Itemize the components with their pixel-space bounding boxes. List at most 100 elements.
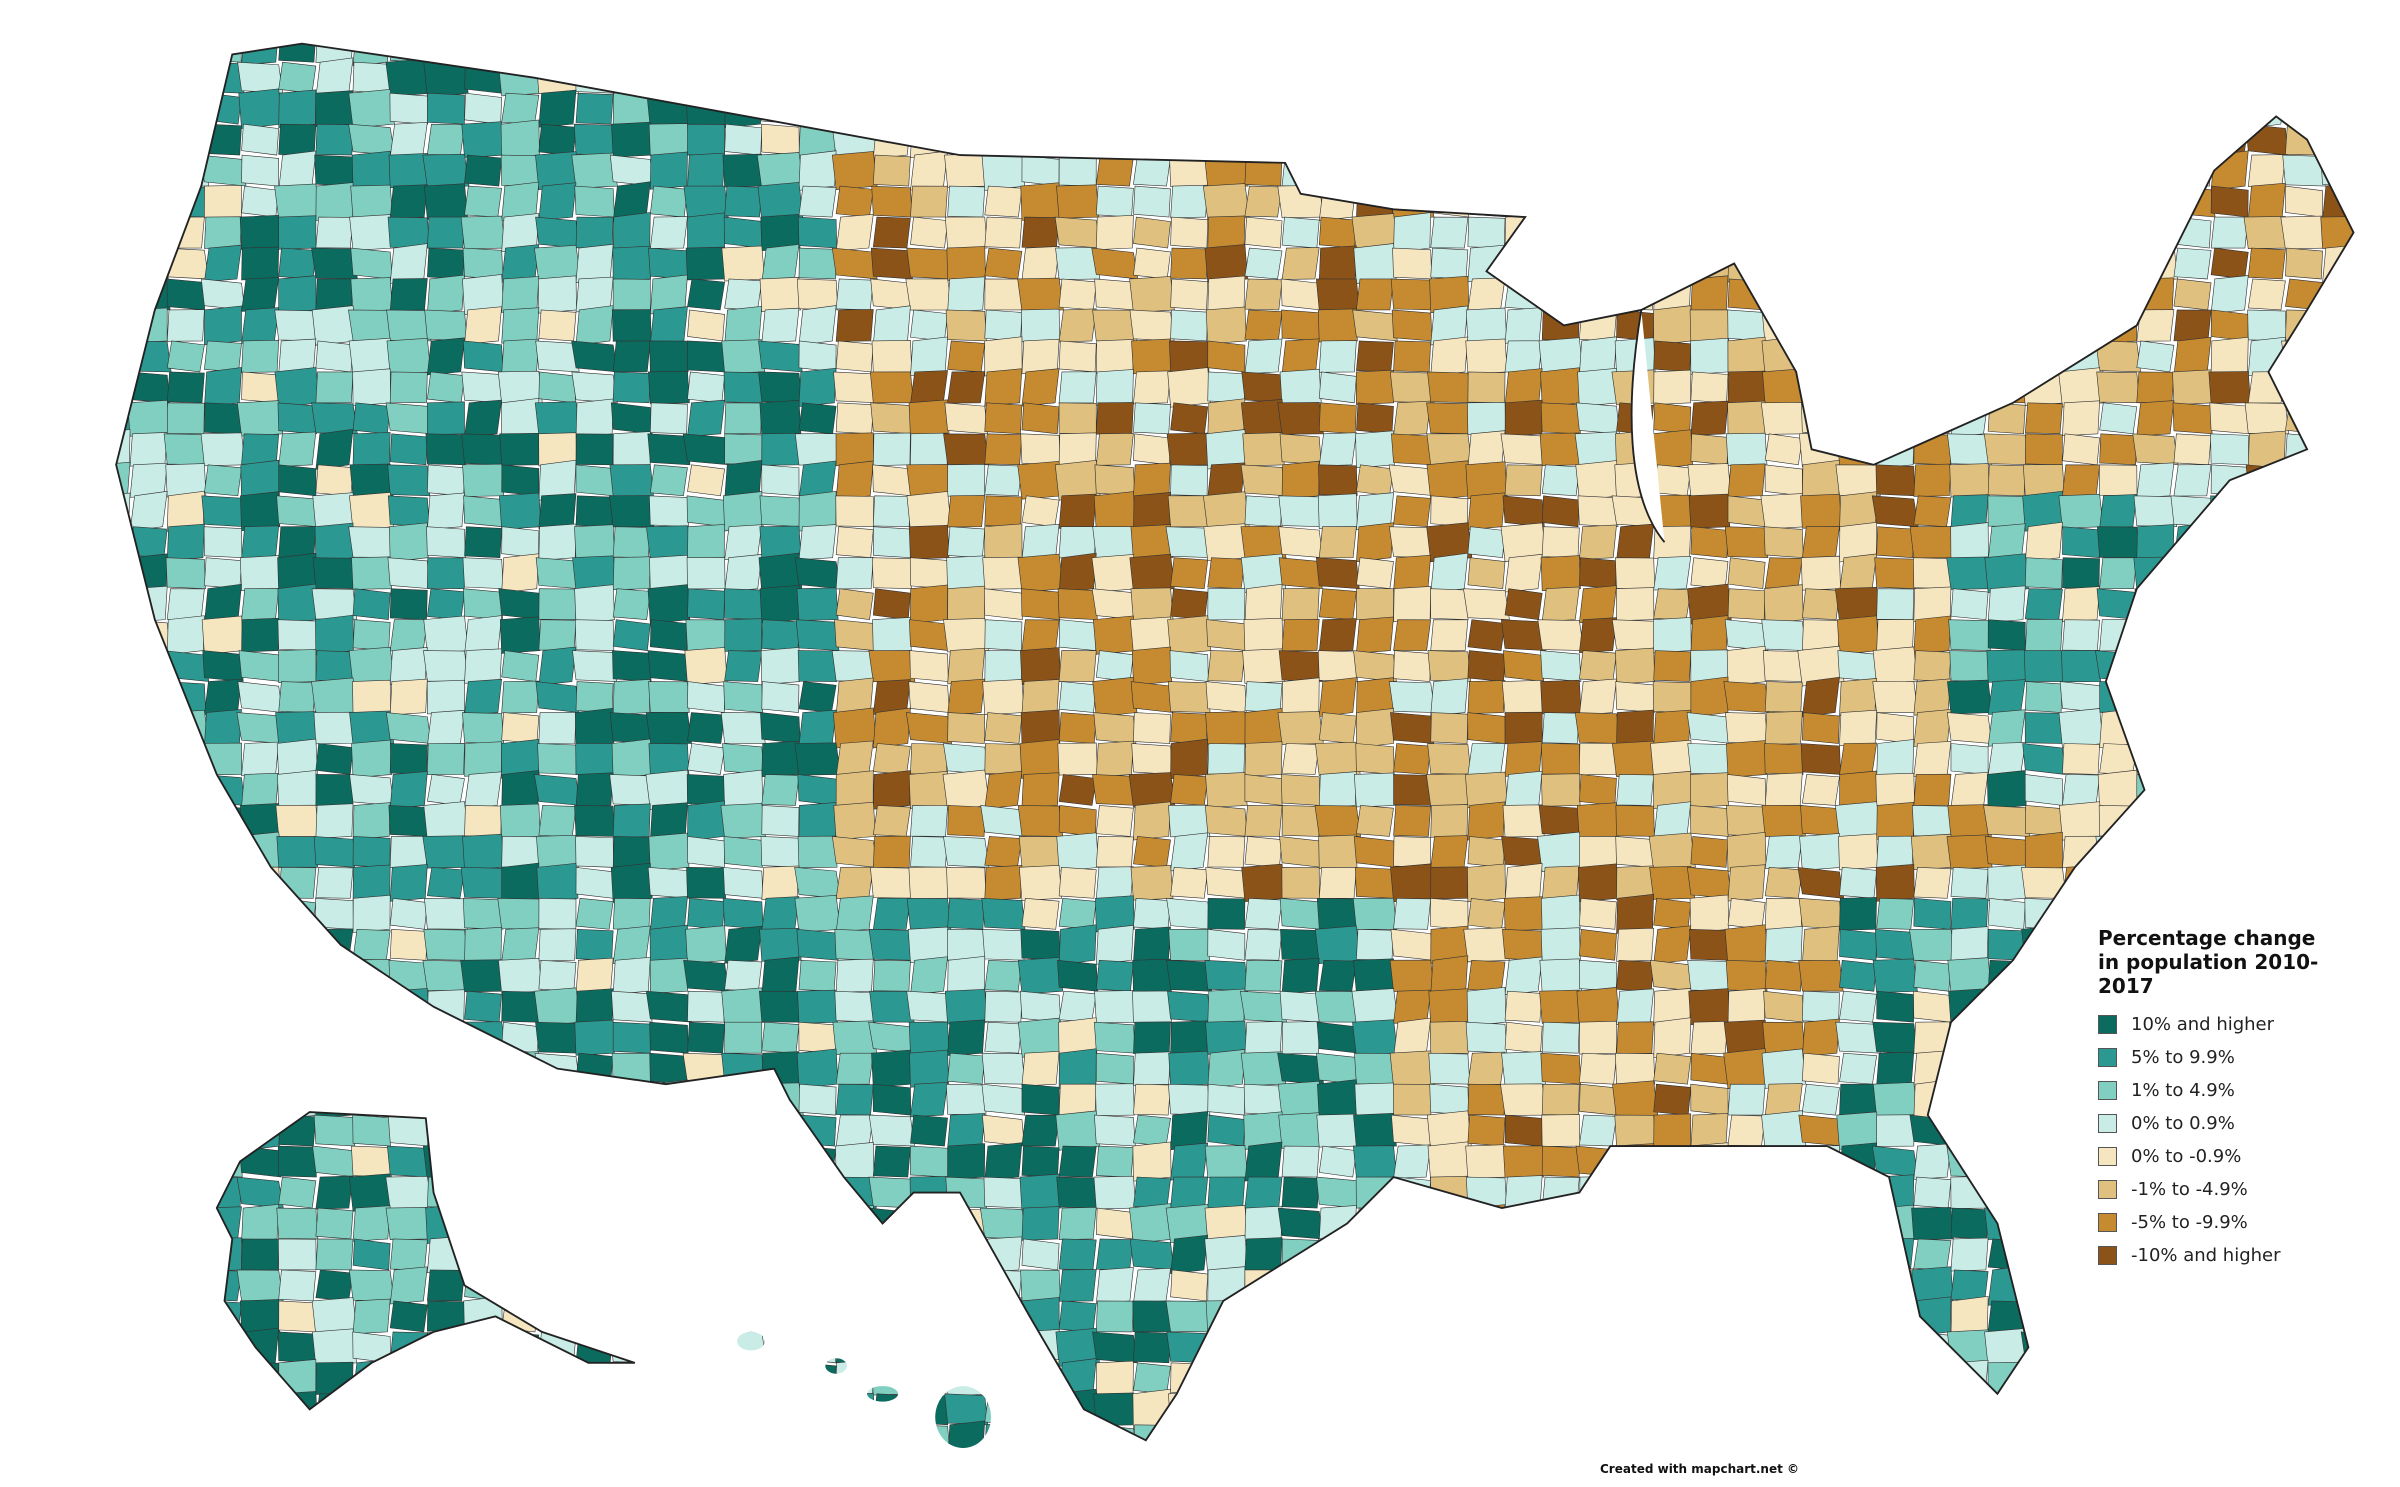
county: [462, 833, 504, 870]
county: [1467, 216, 1506, 249]
county: [166, 774, 205, 806]
county: [2360, 681, 2397, 712]
county: [240, 491, 281, 532]
county: [794, 433, 841, 466]
county: [1653, 1175, 1692, 1210]
county: [1170, 712, 1209, 744]
county: [427, 557, 465, 589]
county: [612, 588, 651, 620]
county: [648, 832, 690, 872]
county: [1653, 369, 1692, 406]
county: [1504, 741, 1543, 777]
county: [1281, 43, 1320, 63]
county: [2282, 677, 2326, 717]
county: [166, 278, 205, 311]
county: [535, 340, 580, 373]
county: [1207, 743, 1246, 775]
county: [1017, 553, 1064, 593]
county: [1950, 398, 1989, 438]
county: [1240, 464, 1287, 497]
county: [1987, 340, 2026, 373]
county: [1579, 585, 1617, 624]
county: [910, 956, 948, 996]
county: [1467, 277, 1506, 312]
county: [1279, 1421, 1323, 1449]
county: [910, 1266, 948, 1305]
county: [116, 557, 131, 589]
county: [2282, 1420, 2326, 1449]
county: [1279, 990, 1322, 1023]
county: [1058, 805, 1097, 837]
county: [2023, 245, 2065, 282]
county: [1725, 712, 1769, 744]
county: [2322, 770, 2354, 810]
county: [2210, 1330, 2249, 1364]
county: [1281, 677, 1320, 717]
county: [2360, 1022, 2397, 1053]
county: [833, 371, 877, 404]
county: [538, 959, 577, 992]
county: [201, 61, 245, 94]
county: [352, 802, 391, 840]
county: [2059, 92, 2103, 125]
county: [1727, 336, 1766, 377]
county: [1166, 432, 1212, 466]
county: [2173, 247, 2212, 280]
county: [1798, 1114, 1844, 1147]
county: [1726, 213, 1767, 252]
county: [2059, 278, 2103, 311]
county: [1653, 43, 1692, 63]
county: [2099, 216, 2138, 249]
county: [1205, 772, 1248, 808]
county: [1947, 246, 1992, 281]
county: [574, 185, 615, 218]
county: [116, 1083, 135, 1116]
county: [1501, 154, 1546, 187]
county: [1985, 216, 2028, 249]
county: [1836, 615, 1880, 655]
county: [1579, 617, 1617, 654]
county: [575, 1176, 614, 1209]
county: [129, 432, 168, 467]
county: [1579, 897, 1617, 930]
county: [794, 742, 841, 776]
county: [501, 862, 540, 904]
county: [1244, 741, 1283, 777]
county: [1021, 123, 1060, 156]
county: [1318, 216, 1357, 249]
county: [464, 306, 503, 345]
county: [1950, 1207, 1989, 1240]
county: [241, 123, 280, 156]
county: [204, 1083, 242, 1116]
county: [835, 588, 874, 620]
county: [1170, 61, 1209, 94]
county: [612, 803, 651, 839]
county: [1913, 741, 1952, 777]
county: [2062, 400, 2100, 437]
county: [1876, 990, 1915, 1023]
county: [1838, 402, 1878, 435]
county: [1504, 1021, 1543, 1054]
county: [1318, 371, 1357, 404]
county: [1504, 553, 1543, 593]
county: [2208, 1424, 2252, 1449]
county: [1281, 1269, 1320, 1302]
county: [1167, 990, 1212, 1023]
county: [315, 278, 354, 311]
county: [276, 956, 319, 995]
county: [315, 182, 354, 221]
county: [2210, 185, 2249, 218]
county: [1504, 863, 1543, 903]
county: [871, 340, 913, 373]
county: [1874, 1299, 1916, 1334]
county: [1727, 120, 1767, 159]
county: [1653, 58, 1692, 98]
county: [1652, 1269, 1693, 1302]
county: [724, 123, 763, 156]
county: [2136, 1300, 2175, 1333]
county: [204, 1237, 242, 1272]
county: [1391, 1114, 1434, 1147]
county: [872, 432, 911, 467]
county: [2317, 650, 2354, 682]
county: [645, 990, 692, 1023]
